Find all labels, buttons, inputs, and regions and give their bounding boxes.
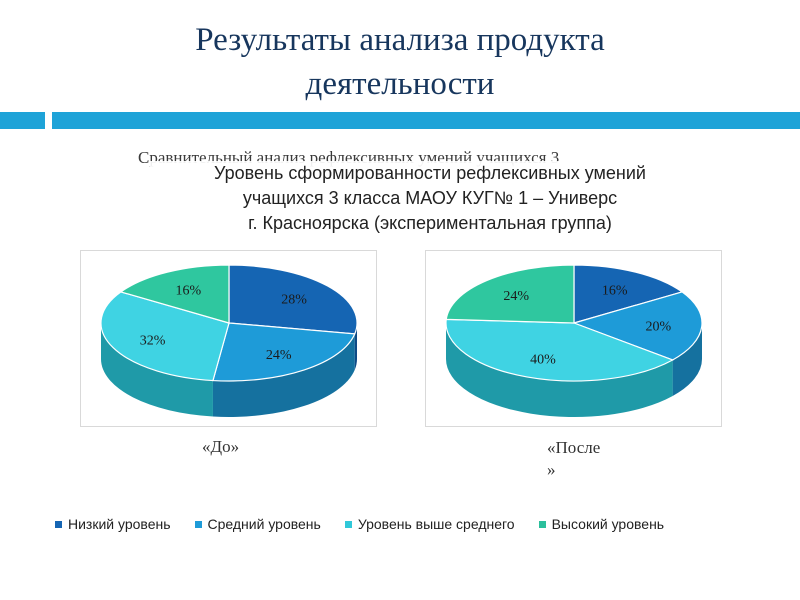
legend-swatch-0: [55, 520, 62, 528]
legend-swatch-2: [344, 520, 352, 528]
chart-heading: Уровень сформированности рефлексивных ум…: [150, 161, 710, 236]
caption-after-line-1: «После: [547, 438, 601, 457]
pie-after-side-2: [446, 323, 673, 417]
chart-heading-line-1: Уровень сформированности рефлексивных ум…: [214, 163, 646, 183]
chart-heading-line-2: учащихся 3 класса МАОУ КУГ№ 1 – Универс: [242, 188, 618, 208]
chart-legend: Низкий уровень Средний уровень Уровень выш…: [55, 510, 775, 538]
chart-frame-before: 28% 24% 32% 16%: [80, 250, 377, 427]
pie-after-slice-3: [445, 264, 575, 324]
pie-chart-before: 28% 24% 32% 16%: [100, 264, 358, 417]
legend-swatch-1: [194, 520, 202, 528]
caption-after-line-2: »: [547, 460, 556, 479]
title-rule-right: [52, 112, 800, 129]
pie-before-slice-1: [212, 322, 356, 382]
pie-after-label-0: 16%: [602, 283, 628, 298]
pie-after-slice-1: [572, 291, 703, 361]
pie-after-side-1: [672, 323, 702, 396]
pie-before-label-2: 32%: [140, 333, 166, 348]
pie-before-label-0: 28%: [281, 293, 307, 308]
title-rule-left: [0, 112, 45, 129]
pie-after-slice-0: [573, 264, 684, 324]
caption-after: «После »: [547, 437, 600, 481]
legend-label-0: Низкий уровень: [68, 516, 171, 532]
pie-after-slice-2: [445, 318, 675, 382]
pie-after-label-2: 40%: [530, 353, 556, 368]
slide-title-line-1: Результаты анализа продукта: [195, 22, 605, 58]
caption-before: «До»: [202, 437, 240, 456]
chart-heading-line-3: г. Красноярска (экспериментальная группа…: [248, 213, 612, 233]
legend-label-2: Уровень выше среднего: [357, 516, 515, 532]
pie-before-slice-0: [228, 264, 358, 335]
chart-frame-after: 16% 20% 40% 24%: [425, 250, 722, 427]
slide-title-line-2: деятельности: [305, 66, 495, 102]
legend-item-2: Уровень выше среднего: [344, 516, 515, 532]
legend-label-3: Высокий уровень: [551, 516, 665, 532]
pie-chart-after: 16% 20% 40% 24%: [445, 264, 703, 417]
legend-item-1: Средний уровень: [194, 516, 321, 532]
legend-swatch-3: [538, 520, 546, 528]
pie-after-label-1: 20%: [645, 319, 671, 334]
pie-before-slice-3: [119, 264, 230, 324]
slide-title: Результаты анализа продукта деятельности: [0, 18, 800, 106]
pie-before-label-3: 16%: [175, 283, 201, 298]
pie-before-side-2: [101, 323, 213, 417]
legend-label-1: Средний уровень: [207, 516, 321, 532]
pie-after-label-3: 24%: [503, 289, 529, 304]
legend-item-3: Высокий уровень: [538, 516, 665, 532]
pie-before-side-0: [354, 323, 357, 370]
pie-before-label-1: 24%: [266, 348, 292, 363]
legend-item-0: Низкий уровень: [55, 516, 171, 532]
